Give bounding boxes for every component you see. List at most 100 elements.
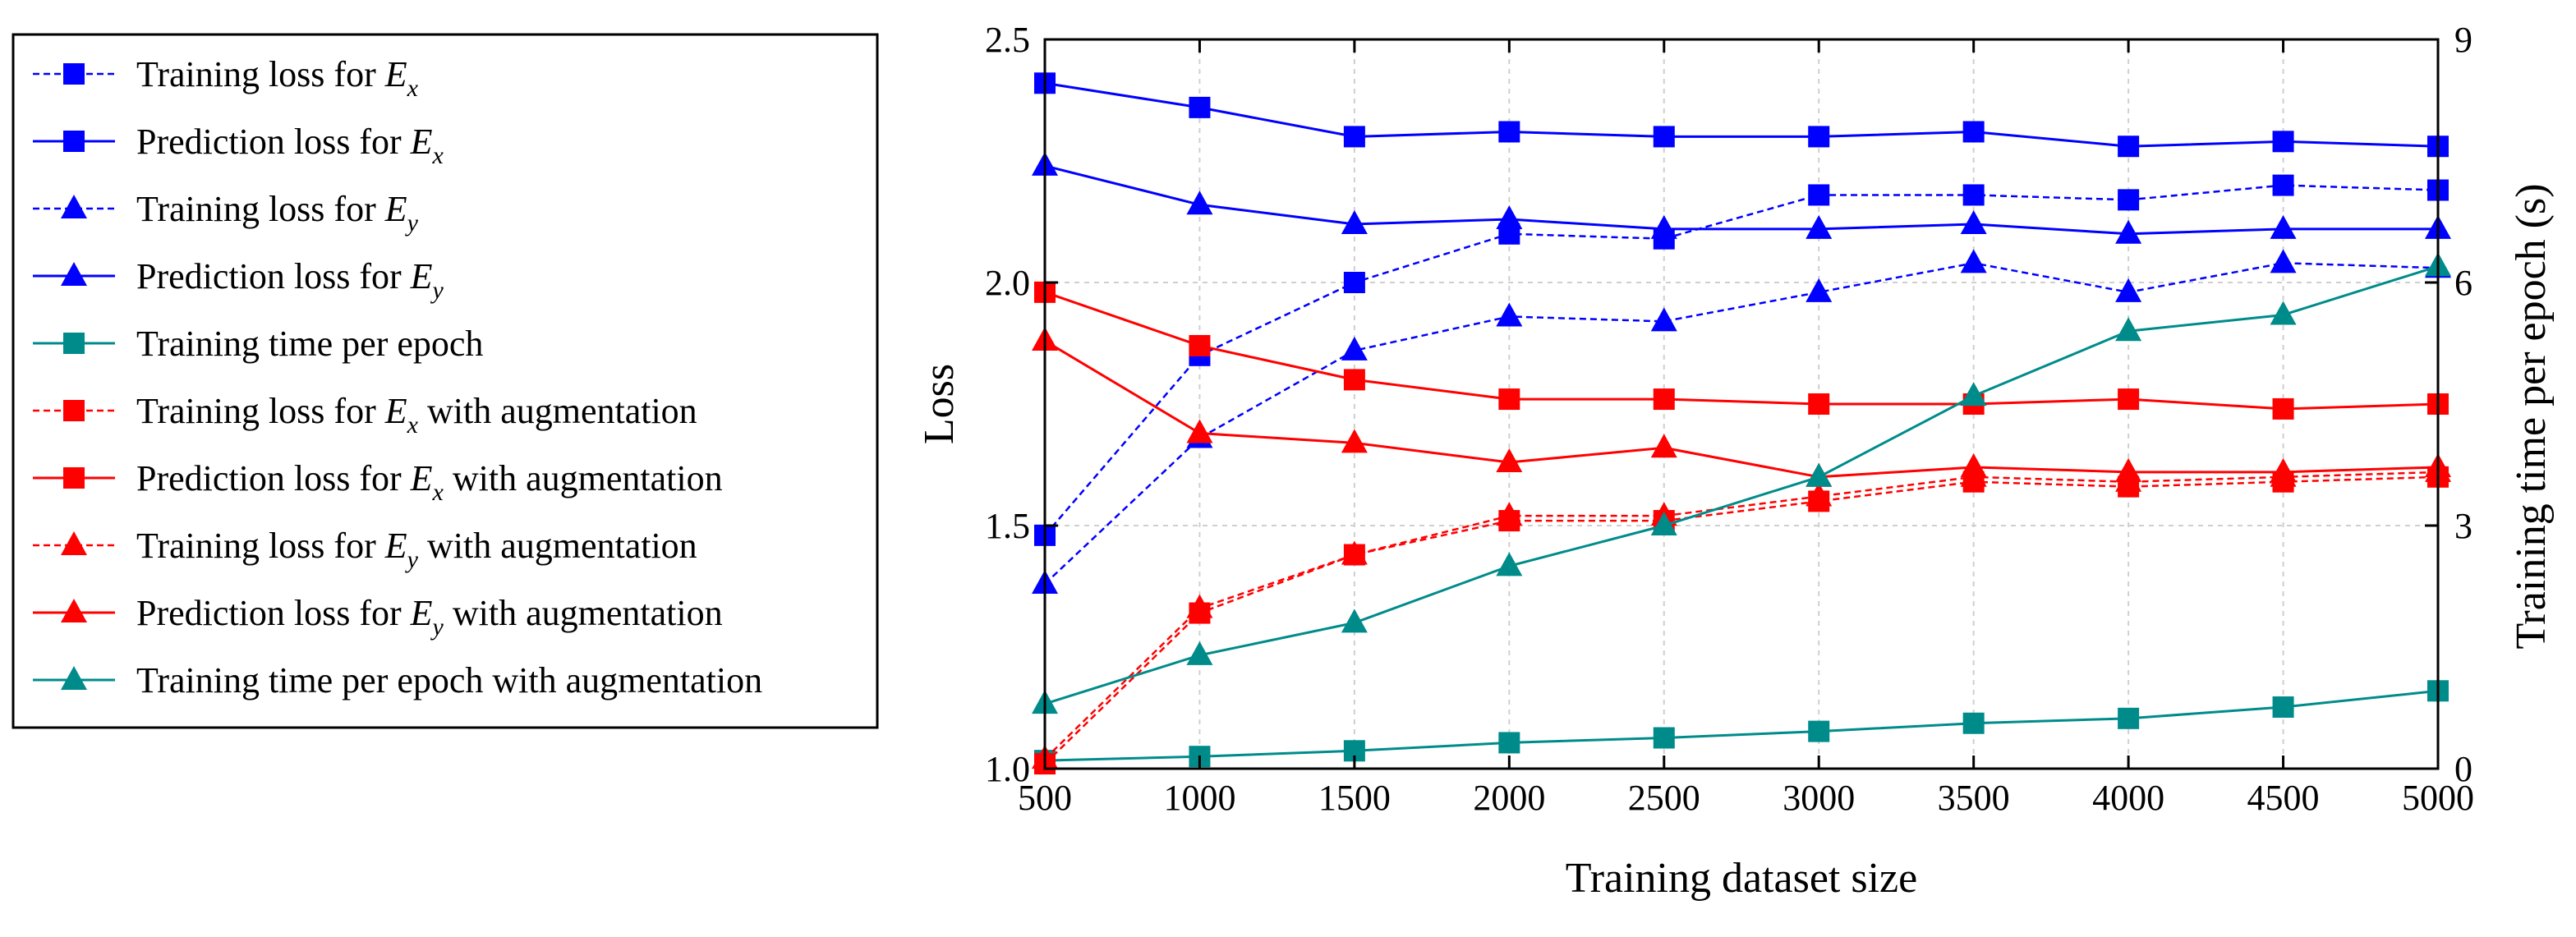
data-point-marker xyxy=(1341,540,1368,565)
data-point-marker xyxy=(63,63,85,85)
series-training-time-per-epoch-with-augmentation xyxy=(1032,252,2451,714)
x-axis-label: Training dataset size xyxy=(1566,855,1917,902)
series-group xyxy=(1032,72,2451,775)
data-point-marker xyxy=(61,531,87,555)
legend-item: Prediction loss for Ey xyxy=(33,256,444,304)
data-point-marker xyxy=(1496,205,1523,230)
legend-label: Training loss for Ex xyxy=(136,54,419,102)
y2-tick-label: 3 xyxy=(2454,506,2472,546)
data-point-marker xyxy=(1343,126,1365,148)
data-point-marker xyxy=(2270,457,2297,482)
y2-tick-label: 9 xyxy=(2454,20,2472,60)
series-line xyxy=(1044,291,2439,411)
y-tick-label: 1.5 xyxy=(985,506,1030,546)
legend-label: Training loss for Ey with augmentation xyxy=(136,526,697,573)
series-line xyxy=(1044,264,2439,705)
legend-label: Prediction loss for Ey xyxy=(136,256,444,304)
data-point-marker xyxy=(1189,334,1211,356)
legend-label: Training time per epoch xyxy=(136,324,483,364)
data-point-marker xyxy=(1806,278,1833,302)
y-tick-label: 1.0 xyxy=(985,749,1030,789)
legend-label: Training loss for Ey xyxy=(136,189,419,237)
data-point-marker xyxy=(63,333,85,354)
data-point-marker xyxy=(1650,307,1677,332)
legend-item: Training time per epoch xyxy=(33,324,483,364)
x-tick-label: 2000 xyxy=(1473,778,1545,818)
data-point-marker xyxy=(63,467,85,489)
legend: Training loss for Ex Prediction loss for … xyxy=(12,33,879,729)
x-tick-label: 1500 xyxy=(1318,778,1391,818)
data-point-marker xyxy=(2270,249,2297,273)
legend-box xyxy=(12,33,879,729)
series-line xyxy=(1044,475,2439,765)
data-point-marker xyxy=(1186,419,1213,443)
data-point-marker xyxy=(1650,214,1677,239)
data-point-marker xyxy=(1653,727,1675,749)
data-point-marker xyxy=(61,666,87,690)
data-point-marker xyxy=(1341,609,1368,633)
data-point-marker xyxy=(1808,720,1830,742)
data-point-marker xyxy=(1806,482,1833,507)
data-point-marker xyxy=(2272,174,2294,196)
data-point-marker xyxy=(63,131,85,152)
data-point-marker xyxy=(1962,184,1985,206)
x-tick-label: 3500 xyxy=(1938,778,2010,818)
data-point-marker xyxy=(1496,302,1523,327)
data-point-marker xyxy=(2272,696,2294,719)
series-training-loss-for-ex xyxy=(1034,174,2449,546)
legend-item: Training loss for Ey xyxy=(33,189,419,237)
data-point-marker xyxy=(1806,462,1833,487)
x-tick-label: 1000 xyxy=(1163,778,1235,818)
y2-tick-label: 0 xyxy=(2454,749,2472,789)
data-point-marker xyxy=(2115,278,2142,302)
y2-tick-label: 6 xyxy=(2454,263,2472,303)
data-point-marker xyxy=(2270,301,2297,325)
data-point-marker xyxy=(1496,552,1523,576)
data-point-marker xyxy=(2118,189,2140,211)
data-point-marker xyxy=(1960,382,1987,406)
series-training-loss-for-ex-with-augmentation xyxy=(1034,466,2449,775)
data-point-marker xyxy=(61,262,87,286)
data-point-marker xyxy=(2272,397,2294,420)
data-point-marker xyxy=(1808,126,1830,148)
data-point-marker xyxy=(1498,388,1520,411)
y-axis-label: Loss xyxy=(916,364,963,444)
legend-label: Prediction loss for Ex xyxy=(136,122,444,169)
legend-item: Prediction loss for Ex xyxy=(33,122,444,169)
x-tick-label: 2500 xyxy=(1628,778,1700,818)
data-point-marker xyxy=(1960,249,1987,273)
data-point-marker xyxy=(1186,191,1213,215)
data-point-marker xyxy=(1343,272,1365,293)
data-point-marker xyxy=(1341,429,1368,453)
data-point-marker xyxy=(1962,712,1985,734)
data-point-marker xyxy=(1962,121,1985,143)
series-training-loss-for-ey-with-augmentation xyxy=(1032,457,2451,769)
series-prediction-loss-for-ex xyxy=(1034,72,2449,158)
data-point-marker xyxy=(1806,214,1833,239)
data-point-marker xyxy=(1808,184,1830,206)
series-line xyxy=(1044,164,2438,236)
data-point-marker xyxy=(1186,594,1213,618)
series-line xyxy=(1044,339,2439,479)
x-tick-label: 5000 xyxy=(2402,778,2474,818)
x-tick-label: 4000 xyxy=(2092,778,2164,818)
series-line xyxy=(1044,262,2439,585)
data-point-marker xyxy=(2118,135,2140,158)
data-point-marker xyxy=(1341,209,1368,234)
data-point-marker xyxy=(1186,641,1213,665)
data-point-marker xyxy=(61,599,87,622)
data-point-marker xyxy=(2270,214,2297,239)
data-point-marker xyxy=(1653,388,1675,411)
data-point-marker xyxy=(1808,393,1830,415)
data-point-marker xyxy=(1189,96,1211,118)
data-point-marker xyxy=(2118,388,2140,411)
grid-lines xyxy=(1045,39,2438,769)
series-line xyxy=(1044,689,2439,762)
data-point-marker xyxy=(1960,209,1987,234)
data-point-marker xyxy=(2115,317,2142,342)
series-line xyxy=(1044,471,2439,760)
data-point-marker xyxy=(1650,434,1677,458)
data-point-marker xyxy=(1498,121,1520,143)
